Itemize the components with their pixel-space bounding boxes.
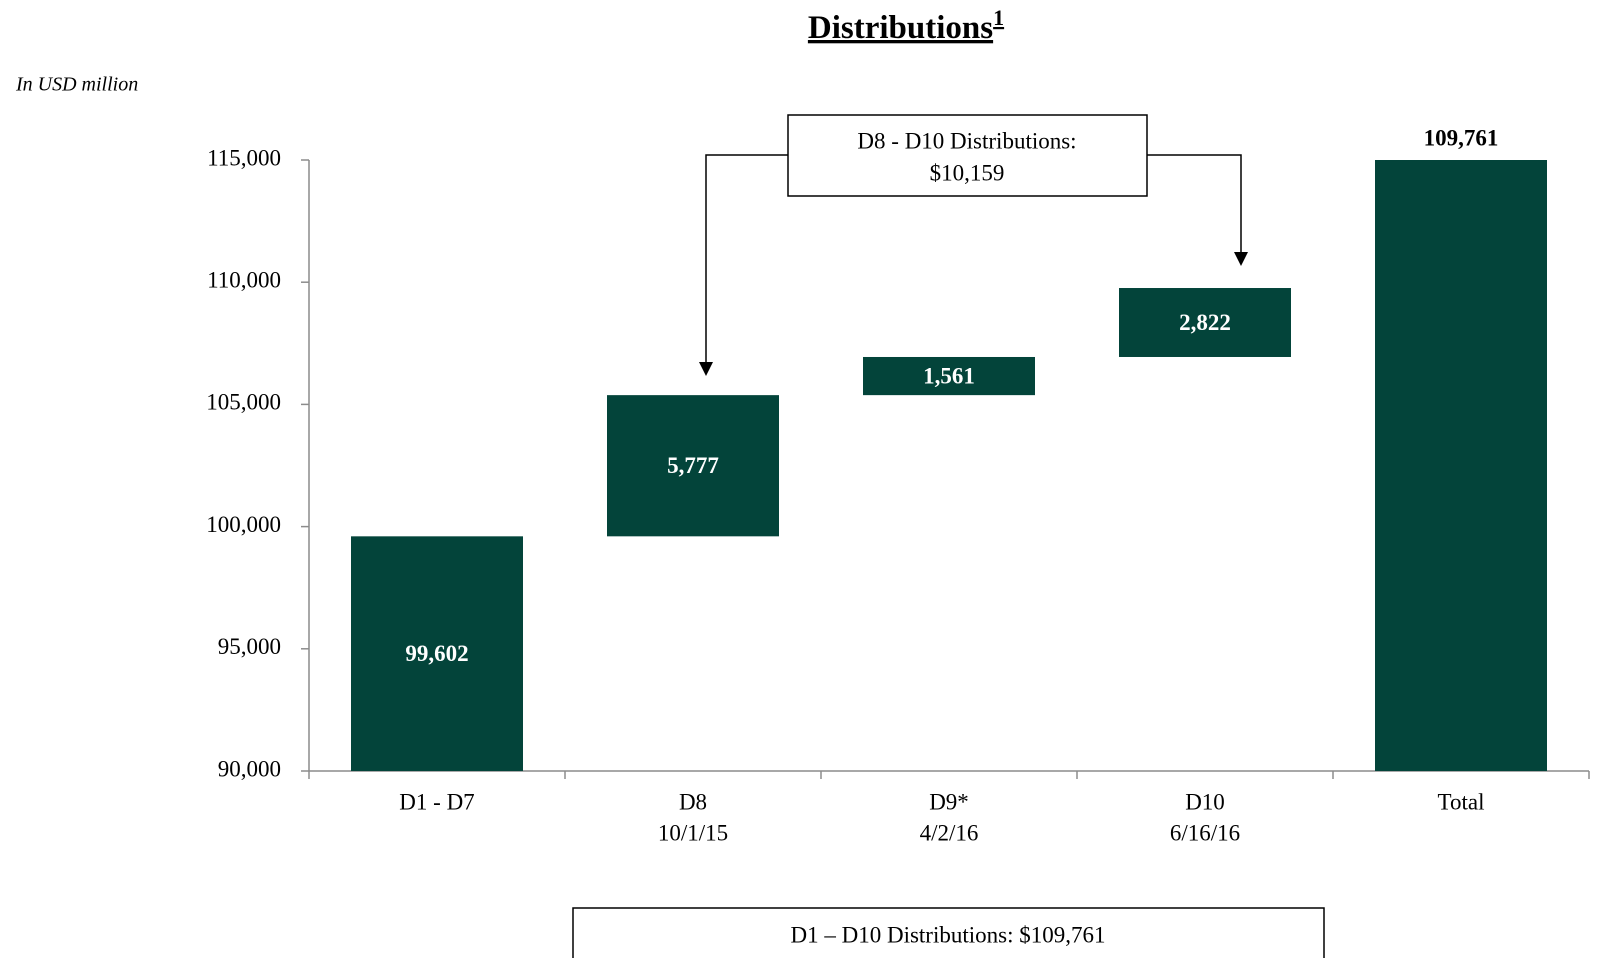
title-footnote: 1 <box>993 5 1004 30</box>
annotation-box <box>572 907 1325 958</box>
y-tick-label: 95,000 <box>218 634 281 659</box>
chart-title: Distributions1 <box>808 5 1004 46</box>
x-tick-label: D1 - D7 <box>399 789 474 814</box>
x-tick-label: D8 <box>679 789 707 814</box>
annotation-box <box>787 114 1148 197</box>
x-tick-label: D10 <box>1185 789 1225 814</box>
bar <box>1119 288 1291 357</box>
annotation-text: D8 - D10 Distributions: <box>857 128 1076 153</box>
value-label: 5,777 <box>667 453 719 478</box>
connector <box>705 154 788 364</box>
annotation-text: $10,159 <box>930 160 1005 185</box>
x-tick-label: 10/1/15 <box>658 820 728 845</box>
bar <box>1375 160 1547 771</box>
y-tick-label: 110,000 <box>207 267 281 292</box>
x-tick-label: 4/2/16 <box>920 820 979 845</box>
bar <box>863 356 1035 396</box>
arrow-head <box>699 362 713 376</box>
y-tick-label: 100,000 <box>206 512 281 537</box>
bar <box>351 536 523 771</box>
value-label: 109,761 <box>1424 125 1499 150</box>
value-label: 2,822 <box>1179 310 1231 335</box>
subtitle: In USD million <box>15 74 138 96</box>
annotation-text: D1 – D10 Distributions: $109,761 <box>791 922 1106 947</box>
x-tick-label: 6/16/16 <box>1170 820 1240 845</box>
value-label: 1,561 <box>923 363 975 388</box>
arrow-head <box>1234 252 1248 266</box>
y-tick-label: 90,000 <box>218 756 281 781</box>
y-tick-label: 115,000 <box>207 145 281 170</box>
connector <box>1147 154 1242 254</box>
title-text: Distributions <box>808 10 993 46</box>
x-tick-label: Total <box>1438 789 1485 814</box>
x-tick-label: D9* <box>929 789 969 814</box>
bar <box>607 395 779 537</box>
value-label: 99,602 <box>405 641 468 666</box>
y-tick-label: 105,000 <box>206 390 281 415</box>
